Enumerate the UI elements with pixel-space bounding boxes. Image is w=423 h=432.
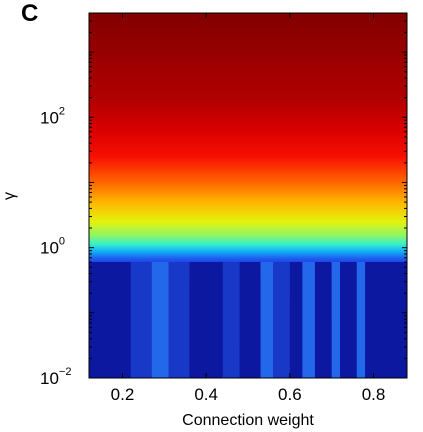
stripe-7 <box>260 261 274 378</box>
x-tick-label-3: 0.8 <box>362 385 386 404</box>
y-tick-label-2: 102 <box>40 105 65 127</box>
plot-frame <box>88 12 408 379</box>
y-axis-ticks: 10−2 100 102 <box>40 20 407 388</box>
stripe-6 <box>239 261 261 378</box>
stripe-12 <box>331 261 341 378</box>
x-tick-label-1: 0.4 <box>194 385 218 404</box>
y-axis-label: γ <box>1 192 18 200</box>
x-tick-label-0: 0.2 <box>111 385 135 404</box>
stripe-2 <box>151 261 169 378</box>
stripe-13 <box>340 261 357 378</box>
x-axis-ticks: 0.2 0.4 0.6 0.8 <box>111 13 386 404</box>
stripe-1 <box>130 261 152 378</box>
stripe-8 <box>273 261 290 378</box>
stripe-5 <box>222 261 240 378</box>
stripe-4 <box>189 261 223 378</box>
stripe-10 <box>302 261 315 378</box>
y-tick-label-0: 10−2 <box>40 366 71 388</box>
stripe-0 <box>89 261 131 378</box>
stripe-3 <box>168 261 190 378</box>
y-tick-label-1: 100 <box>40 236 65 258</box>
stripe-9 <box>289 261 303 378</box>
stripe-15 <box>365 261 407 378</box>
x-axis-label: Connection weight <box>182 412 314 429</box>
stripe-11 <box>314 261 332 378</box>
plot-area <box>89 13 407 378</box>
panel-label: C <box>21 0 38 27</box>
x-tick-label-2: 0.6 <box>278 385 302 404</box>
low-gamma-stripes <box>89 261 407 378</box>
stripe-14 <box>356 261 366 378</box>
